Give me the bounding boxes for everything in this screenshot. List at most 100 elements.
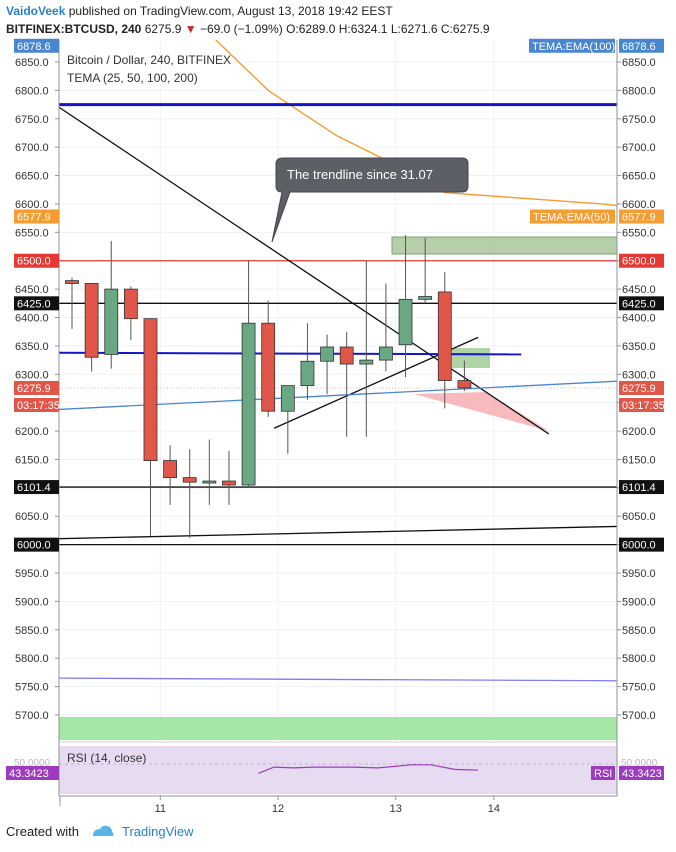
price-tag-right-1-text: 6577.9	[622, 211, 656, 223]
candle-body	[104, 288, 119, 355]
candle-body	[163, 460, 178, 479]
price-tag-right-5-bg	[619, 398, 664, 412]
candle[interactable]	[339, 331, 354, 437]
down-arrow-icon: ▼	[184, 22, 197, 36]
high-value: 6324.1	[350, 22, 388, 36]
rsi-tag-name-text: RSI	[594, 768, 612, 780]
price-tag-left-2: 6500.0	[14, 253, 59, 268]
candle[interactable]	[202, 439, 217, 505]
indicator-tag-ema100: TEMA:EMA(100)	[529, 38, 615, 53]
candle-body	[437, 291, 452, 381]
candle[interactable]	[261, 300, 276, 417]
y-tick-label-left: 5700.0	[15, 710, 49, 722]
price-tag-left-3-bg	[14, 296, 59, 311]
candle[interactable]	[437, 272, 452, 409]
green-zone-bottom	[59, 717, 617, 740]
price-tag-right-7-text: 6000.0	[622, 540, 656, 552]
price-tag-right-5: 03:17:35	[619, 398, 665, 412]
y-tick-label-left: 6150.0	[15, 454, 49, 466]
rsi-line	[258, 764, 479, 774]
annotation-bubble	[271, 157, 469, 243]
y-tick-label-left: 6650.0	[15, 171, 49, 183]
y-tick-label-left: 6350.0	[15, 341, 49, 353]
price-change: −69.0 (−1.09%)	[199, 22, 283, 36]
low-value: 6271.6	[400, 22, 438, 36]
y-tick-label-left: 6200.0	[15, 426, 49, 438]
candle[interactable]	[84, 283, 99, 372]
price-tag-left-0-text: 6878.6	[17, 41, 51, 53]
price-tag-left-4-text: 6275.9	[17, 383, 51, 395]
y-tick-label-left: 6400.0	[15, 313, 49, 325]
price-tag-left-3: 6425.0	[14, 296, 59, 311]
candle[interactable]	[241, 260, 256, 488]
candle-body	[300, 360, 315, 387]
price-tag-left-6-bg	[14, 480, 59, 495]
y-tick-label-right: 5850.0	[622, 625, 656, 637]
rsi-tag-right-text: 43.3423	[622, 768, 662, 780]
rsi-tag-left: 43.3423	[6, 766, 59, 780]
price-tag-right-0-text: 6878.6	[622, 41, 656, 53]
projection-triangle	[414, 392, 549, 431]
candle[interactable]	[280, 385, 295, 454]
candle[interactable]	[398, 235, 413, 378]
trend-line-5	[59, 677, 617, 682]
rsi-tag-right-bg	[619, 766, 664, 780]
price-tag-right-0-bg	[619, 38, 664, 53]
annotation-text: The trendline since 31.07	[287, 167, 433, 182]
chart-subtitle: TEMA (25, 50, 100, 200)	[67, 71, 198, 85]
rsi-tag-name: RSI	[591, 766, 615, 780]
y-tick-label-right: 5750.0	[622, 682, 656, 694]
indicator-tag-ema100-bg	[529, 38, 615, 53]
indicator-tag-ema50-bg	[530, 209, 615, 224]
chart-title: Bitcoin / Dollar, 240, BITFINEX	[67, 53, 231, 67]
candle[interactable]	[143, 318, 158, 537]
candle-body	[182, 477, 197, 483]
x-tick-label: 11	[155, 803, 166, 815]
tradingview-brand[interactable]: TradingView	[122, 824, 194, 839]
candle-body	[359, 359, 374, 365]
candle[interactable]	[222, 450, 236, 505]
candle[interactable]	[104, 240, 119, 369]
price-tag-left-3-text: 6425.0	[17, 298, 51, 310]
candle[interactable]	[123, 286, 138, 341]
last-price: 6275.9	[144, 22, 182, 36]
plot-area	[59, 40, 617, 740]
candle[interactable]	[457, 360, 472, 391]
y-tick-label-left: 6800.0	[15, 85, 49, 97]
price-tag-right-2-text: 6500.0	[622, 256, 656, 268]
price-tag-right-3-text: 6425.0	[622, 298, 656, 310]
price-tag-right-1-bg	[619, 209, 664, 224]
y-tick-label-left: 6750.0	[15, 114, 49, 126]
price-tag-left-0: 6878.6	[14, 38, 59, 53]
candle[interactable]	[65, 277, 79, 329]
candle[interactable]	[163, 445, 178, 505]
price-tag-left-2-text: 6500.0	[17, 256, 51, 268]
y-tick-label-left: 5900.0	[15, 596, 49, 608]
price-chart[interactable]: The trendline since 31.07 Bitcoin / Dolla…	[0, 0, 676, 820]
y-tick-label-right: 5800.0	[622, 653, 656, 665]
candle[interactable]	[300, 323, 315, 400]
created-with-text: Created with	[6, 824, 79, 839]
candle-body	[418, 296, 433, 300]
open-label: O:	[286, 22, 299, 36]
candle[interactable]	[359, 260, 374, 437]
candle-body	[280, 385, 295, 412]
price-tag-left-1: 6577.9	[14, 209, 59, 224]
candle-body	[123, 288, 138, 320]
price-tag-left-7-text: 6000.0	[17, 540, 51, 552]
y-tick-label-left: 6300.0	[15, 369, 49, 381]
close-label: C:	[440, 22, 453, 36]
y-tick-label-right: 6300.0	[622, 369, 656, 381]
price-tag-left-2-bg	[14, 253, 59, 268]
candle[interactable]	[182, 449, 197, 538]
price-tag-right-5-text: 03:17:35	[622, 400, 665, 412]
candle[interactable]	[379, 283, 393, 372]
candle[interactable]	[320, 334, 334, 395]
y-tick-label-left: 6850.0	[15, 57, 49, 69]
trend-line-2	[59, 525, 617, 540]
price-tag-right-4-text: 6275.9	[622, 383, 656, 395]
author-name[interactable]: VaidoVeek	[6, 4, 66, 18]
candle[interactable]	[418, 238, 433, 304]
price-tag-right-2-bg	[619, 253, 664, 268]
annotation-callout[interactable]: The trendline since 31.07	[271, 157, 469, 243]
